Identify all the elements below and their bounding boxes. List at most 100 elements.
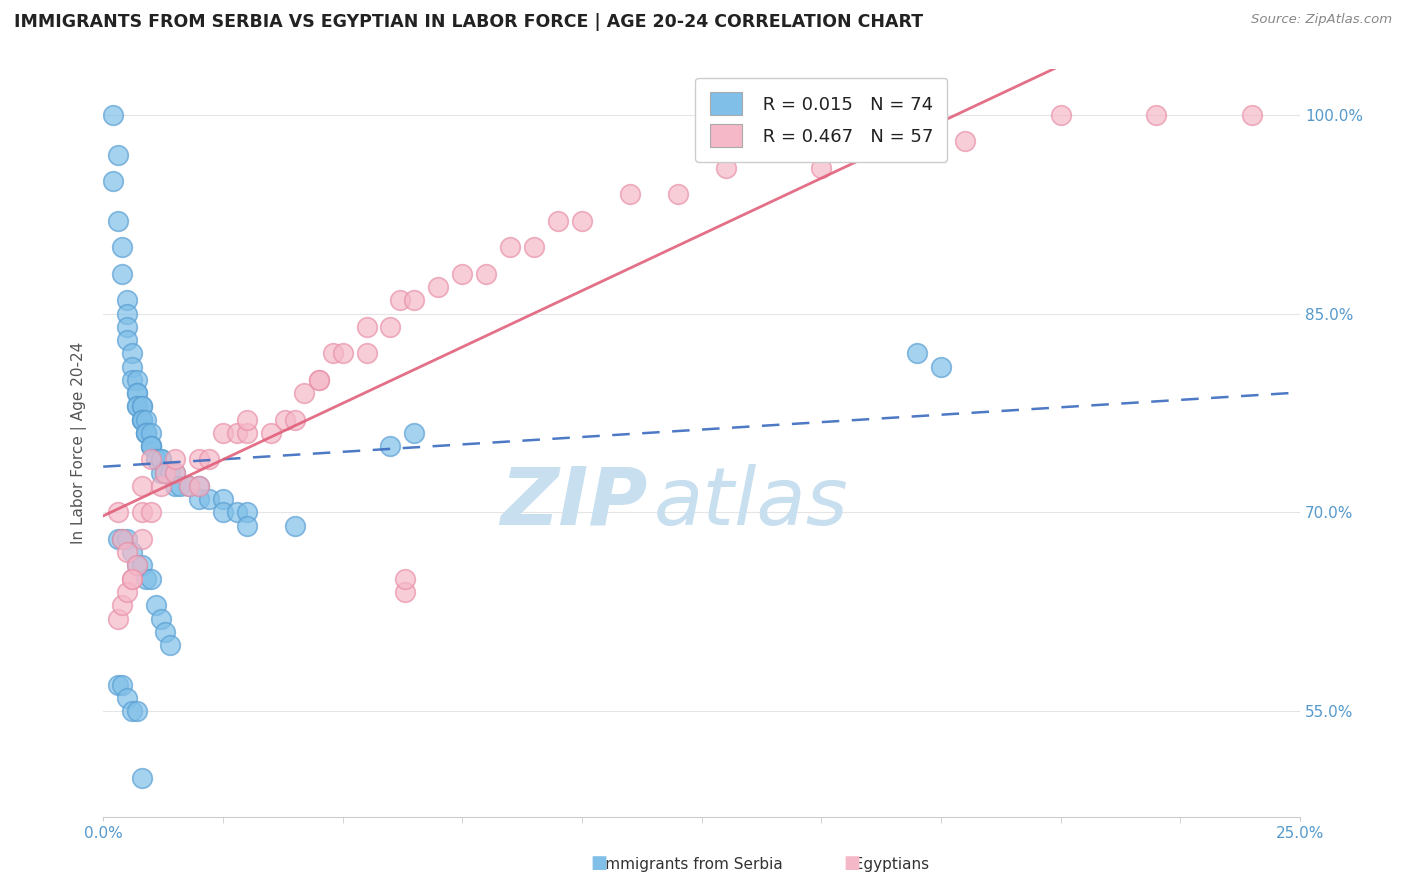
Point	[121, 545, 143, 559]
Point	[155, 624, 177, 639]
Point	[101, 108, 124, 122]
Point	[212, 425, 235, 440]
Point	[929, 359, 952, 374]
Point	[139, 425, 162, 440]
Point	[115, 585, 138, 599]
Point	[260, 425, 283, 440]
Point	[131, 400, 153, 414]
Point	[107, 532, 129, 546]
Point	[547, 214, 569, 228]
Point	[188, 452, 211, 467]
Point	[139, 452, 162, 467]
Y-axis label: In Labor Force | Age 20-24: In Labor Force | Age 20-24	[72, 342, 87, 544]
Point	[131, 413, 153, 427]
Point	[121, 359, 143, 374]
Point	[115, 307, 138, 321]
Point	[163, 452, 186, 467]
Point	[236, 413, 259, 427]
Point	[332, 346, 354, 360]
Point	[115, 333, 138, 347]
Text: ZIP: ZIP	[501, 464, 648, 541]
Point	[322, 346, 344, 360]
Point	[404, 293, 426, 308]
Point	[380, 320, 402, 334]
Point	[121, 346, 143, 360]
Point	[135, 413, 157, 427]
Text: Egyptians: Egyptians	[844, 857, 929, 872]
Point	[188, 479, 211, 493]
Point	[145, 452, 167, 467]
Point	[107, 678, 129, 692]
Point	[451, 267, 474, 281]
Point	[145, 452, 167, 467]
Text: atlas: atlas	[654, 464, 848, 541]
Point	[131, 558, 153, 573]
Point	[404, 425, 426, 440]
Point	[149, 466, 172, 480]
Point	[274, 413, 297, 427]
Point	[139, 439, 162, 453]
Point	[159, 638, 181, 652]
Point	[155, 466, 177, 480]
Point	[236, 518, 259, 533]
Point	[858, 135, 880, 149]
Point	[394, 572, 416, 586]
Point	[380, 439, 402, 453]
Point	[571, 214, 593, 228]
Point	[125, 558, 148, 573]
Point	[121, 572, 143, 586]
Point	[499, 240, 522, 254]
Text: ■: ■	[844, 855, 860, 872]
Point	[139, 439, 162, 453]
Point	[394, 585, 416, 599]
Point	[139, 439, 162, 453]
Point	[236, 425, 259, 440]
Point	[159, 466, 181, 480]
Point	[149, 452, 172, 467]
Point	[115, 293, 138, 308]
Point	[115, 545, 138, 559]
Point	[145, 599, 167, 613]
Point	[284, 518, 307, 533]
Point	[1049, 108, 1071, 122]
Point	[226, 506, 249, 520]
Point	[111, 267, 134, 281]
Point	[212, 506, 235, 520]
Point	[149, 611, 172, 625]
Point	[169, 479, 191, 493]
Text: IMMIGRANTS FROM SERBIA VS EGYPTIAN IN LABOR FORCE | AGE 20-24 CORRELATION CHART: IMMIGRANTS FROM SERBIA VS EGYPTIAN IN LA…	[14, 13, 924, 31]
Point	[125, 400, 148, 414]
Point	[131, 506, 153, 520]
Point	[107, 506, 129, 520]
Point	[125, 386, 148, 401]
Point	[125, 386, 148, 401]
Point	[475, 267, 498, 281]
Legend:  R = 0.015   N = 74,  R = 0.467   N = 57: R = 0.015 N = 74, R = 0.467 N = 57	[695, 78, 948, 161]
Point	[163, 479, 186, 493]
Point	[107, 611, 129, 625]
Point	[155, 466, 177, 480]
Point	[905, 346, 928, 360]
Point	[427, 280, 450, 294]
Point	[188, 479, 211, 493]
Point	[155, 466, 177, 480]
Point	[101, 174, 124, 188]
Point	[139, 506, 162, 520]
Point	[111, 599, 134, 613]
Point	[111, 532, 134, 546]
Point	[619, 187, 641, 202]
Point	[111, 678, 134, 692]
Point	[135, 572, 157, 586]
Point	[125, 373, 148, 387]
Point	[115, 532, 138, 546]
Point	[197, 452, 219, 467]
Point	[163, 466, 186, 480]
Point	[356, 346, 378, 360]
Point	[107, 214, 129, 228]
Point	[666, 187, 689, 202]
Point	[115, 320, 138, 334]
Point	[131, 413, 153, 427]
Point	[135, 425, 157, 440]
Point	[308, 373, 330, 387]
Point	[135, 425, 157, 440]
